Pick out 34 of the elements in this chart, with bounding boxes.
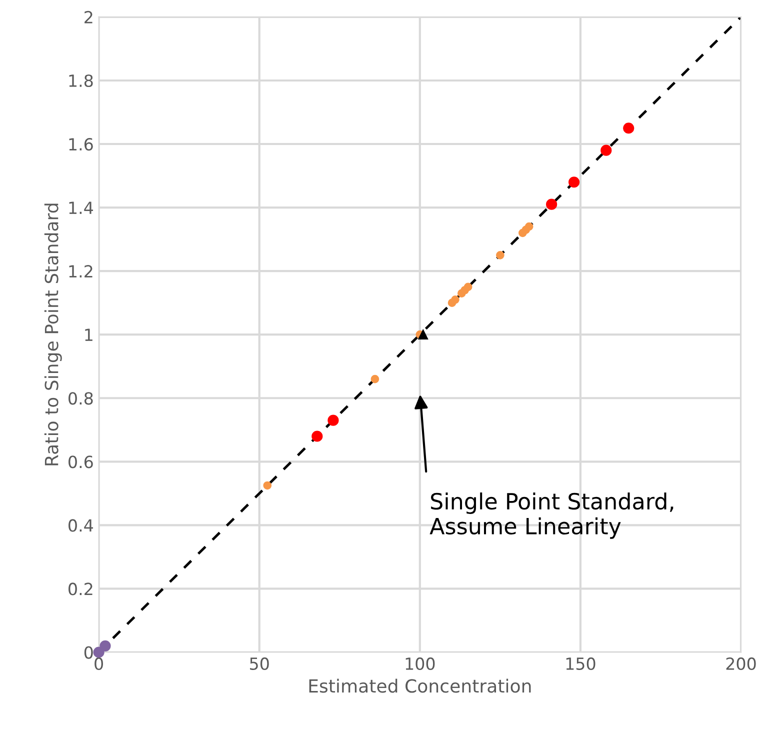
- point: [600, 144, 612, 156]
- y-tick-label: 0.4: [68, 519, 94, 532]
- y-tick-label: 1.4: [69, 202, 94, 214]
- point: [623, 122, 634, 134]
- y-tick-label: 2: [84, 10, 92, 24]
- x-axis-title: Estimated Concentration: [309, 678, 531, 693]
- y-tick-label: 0: [84, 646, 93, 659]
- point: [496, 251, 504, 260]
- x-tick-label: 0: [94, 657, 103, 670]
- y-tick-label: 0.6: [68, 456, 93, 468]
- point: [418, 330, 428, 340]
- point: [263, 481, 272, 490]
- point: [546, 198, 558, 210]
- x-tick-label: 50: [250, 657, 269, 670]
- point: [312, 430, 323, 442]
- x-tick-label: 100: [406, 657, 435, 670]
- point: [93, 646, 104, 658]
- x-tick-label: 150: [566, 657, 596, 670]
- point: [370, 374, 380, 384]
- y-tick-label: 0.8: [68, 392, 93, 405]
- y-tick-label: 1.6: [69, 138, 93, 151]
- point: [451, 295, 460, 304]
- y-tick-label: 1.8: [69, 74, 93, 88]
- y-axis-title: Ratio to Singe Point Standard: [44, 204, 62, 466]
- point: [464, 282, 472, 292]
- y-tick-label: 1: [85, 328, 92, 341]
- point: [524, 222, 534, 231]
- x-tick-label: 200: [726, 657, 756, 670]
- point: [100, 640, 111, 652]
- point: [568, 176, 580, 188]
- annotation: Single Point Standard, Assume Linearity: [430, 492, 674, 539]
- point: [328, 414, 339, 426]
- y-tick-label: 0.2: [68, 582, 92, 596]
- y-tick-label: 1.2: [69, 265, 92, 278]
